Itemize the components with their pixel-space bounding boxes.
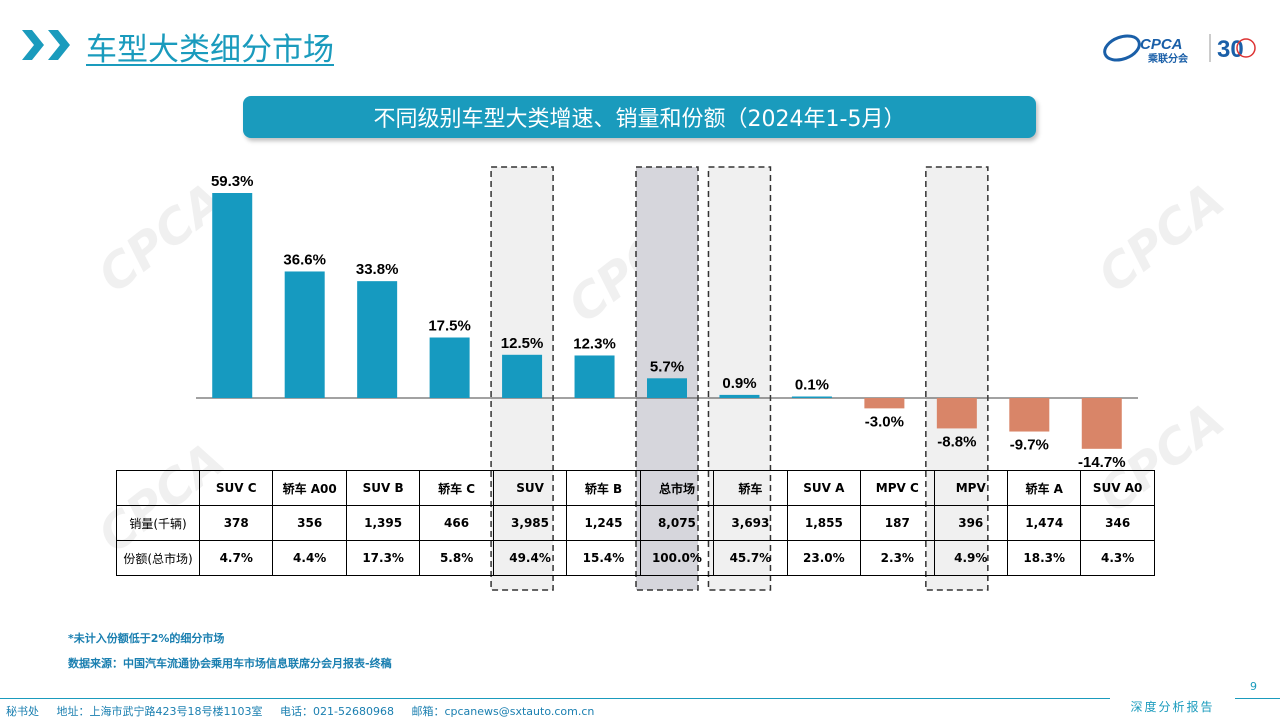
bar <box>574 355 615 398</box>
table-cell: 3,693 <box>713 505 788 541</box>
table-cell: 1,855 <box>786 505 862 541</box>
category-label: 轿车 A00 <box>272 470 347 506</box>
svg-text:CPCA: CPCA <box>1140 36 1183 53</box>
table-cell: 100.0% <box>639 540 715 576</box>
table-cell: 346 <box>1080 505 1155 541</box>
category-label: SUV B <box>345 470 421 506</box>
bar <box>429 337 470 398</box>
footer-phone: 电话：021-52680968 <box>280 705 394 718</box>
table-cell: 17.3% <box>345 540 421 576</box>
table-row: 份额(总市场) 4.7% 4.4% 17.3% 5.8% 49.4% 15.4% 100.0%… <box>116 540 1155 576</box>
bar <box>502 354 543 398</box>
data-label: 12.5% <box>501 335 544 352</box>
chevron-icon <box>48 30 70 60</box>
data-label: 33.8% <box>356 261 399 278</box>
category-label: 轿车 C <box>419 470 494 506</box>
table-cell: 2.3% <box>860 540 935 576</box>
data-label: -14.7% <box>1078 454 1126 471</box>
table-cell: 187 <box>860 505 935 541</box>
table-cell: 378 <box>198 505 274 541</box>
table-cell: 466 <box>419 505 494 541</box>
footer-address: 地址：上海市武宁路423号18号楼1103室 <box>56 705 263 718</box>
bar <box>936 398 977 429</box>
footer-divider <box>0 698 1280 699</box>
row-label: 销量(千辆) <box>116 505 200 541</box>
data-label: 0.1% <box>795 377 829 394</box>
table-cell: 1,245 <box>566 505 641 541</box>
data-label: 59.3% <box>211 173 254 190</box>
table-cell: 8,075 <box>639 505 715 541</box>
category-label: 总市场 <box>639 470 715 506</box>
table-cell: 5.8% <box>419 540 494 576</box>
table-cell: 45.7% <box>713 540 788 576</box>
footnote: *未计入份额低于2%的细分市场 <box>68 632 225 645</box>
data-label: -8.8% <box>937 433 976 450</box>
table-cell: 4.4% <box>272 540 347 576</box>
category-label: MPV C <box>860 470 935 506</box>
table-cell: 3,985 <box>492 505 568 541</box>
bar <box>357 281 398 398</box>
footer-email[interactable]: 邮箱：cpcanews@sxtauto.com.cn <box>411 705 595 718</box>
table-cell: 4.7% <box>198 540 274 576</box>
svg-text:30: 30 <box>1217 36 1244 63</box>
bar <box>864 398 905 409</box>
table-cell: 18.3% <box>1006 540 1082 576</box>
category-label: 轿车 A <box>1006 470 1082 506</box>
table-cell: 49.4% <box>492 540 568 576</box>
table-cell: 4.3% <box>1080 540 1155 576</box>
table-row: 销量(千辆) 378 356 1,395 466 3,985 1,245 8,075 3,693… <box>116 505 1155 541</box>
data-label: -3.0% <box>865 413 904 430</box>
data-label: 17.5% <box>428 318 471 335</box>
chart-title: 不同级别车型大类增速、销量和份额（2024年1-5月） <box>243 96 1036 138</box>
data-source-note: 数据来源：中国汽车流通协会乘用车市场信息联席分会月报表-终稿 <box>68 657 392 670</box>
category-label: 轿车 <box>713 470 788 506</box>
category-label: MPV <box>933 470 1008 506</box>
cpca-logo: CPCA 乘联分会 30 <box>1103 34 1256 65</box>
category-label: SUV <box>492 470 568 506</box>
page-number: 9 <box>1250 680 1257 693</box>
data-label: 5.7% <box>650 358 684 375</box>
table-cell: 23.0% <box>786 540 862 576</box>
row-label: 份额(总市场) <box>116 540 200 576</box>
footer-info: 秘书处 地址：上海市武宁路423号18号楼1103室 电话：021-526809… <box>6 703 608 719</box>
table-cell: 1,474 <box>1006 505 1082 541</box>
table-corner-cell <box>116 470 200 506</box>
category-label: 轿车 B <box>566 470 641 506</box>
data-label: -9.7% <box>1010 437 1049 454</box>
table-cell: 15.4% <box>566 540 641 576</box>
svg-text:乘联分会: 乘联分会 <box>1147 52 1188 65</box>
category-label: SUV C <box>198 470 274 506</box>
page-title: 车型大类细分市场 <box>86 32 334 68</box>
data-label: 36.6% <box>283 251 326 268</box>
data-label: 12.3% <box>573 335 616 352</box>
report-type: 深度分析报告 <box>1110 697 1235 717</box>
bar <box>1009 398 1050 432</box>
table-header-row: SUV C 轿车 A00 SUV B 轿车 C SUV 轿车 B 总市场 轿车 SUV A MPV… <box>116 470 1155 506</box>
bar <box>647 378 687 398</box>
bar <box>719 394 760 398</box>
chevron-icon <box>22 30 44 60</box>
footer-office: 秘书处 <box>6 705 39 718</box>
category-label: SUV A0 <box>1080 470 1155 506</box>
table-cell: 356 <box>272 505 347 541</box>
bar <box>1081 398 1122 449</box>
bar <box>212 193 253 398</box>
table-cell: 396 <box>933 505 1008 541</box>
category-label: SUV A <box>786 470 862 506</box>
data-label: 0.9% <box>722 375 756 392</box>
data-table: SUV C 轿车 A00 SUV B 轿车 C SUV 轿车 B 总市场 轿车 SUV A MPV… <box>116 470 1155 576</box>
table-cell: 4.9% <box>933 540 1008 576</box>
table-cell: 1,395 <box>345 505 421 541</box>
bar <box>284 271 325 398</box>
bar <box>791 396 832 398</box>
